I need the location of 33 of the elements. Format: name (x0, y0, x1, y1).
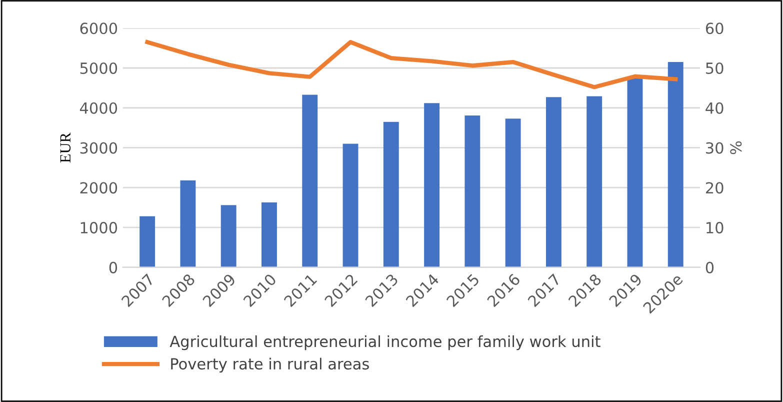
y-tick-label: 4000 (80, 102, 118, 114)
bar (383, 122, 399, 268)
y-tick-label: 5000 (80, 62, 118, 74)
y2-axis-title: % (730, 141, 742, 154)
bar (668, 62, 684, 268)
y-tick-label: 6000 (80, 22, 118, 34)
bar (586, 96, 602, 268)
y-tick-label: 3000 (80, 142, 118, 154)
y2-tick-label: 20 (706, 182, 724, 194)
bar (464, 115, 480, 268)
bar (262, 202, 277, 268)
bar (302, 94, 318, 268)
y2-tick-label: 50 (706, 62, 724, 74)
y-axis-title: EUR (60, 132, 71, 163)
bar (627, 76, 643, 268)
line-series (145, 40, 678, 90)
y-tick-label: 0 (109, 262, 118, 274)
y2-tick-label: 10 (706, 222, 724, 234)
bar (220, 205, 236, 268)
bar (546, 97, 562, 268)
bar (505, 118, 521, 268)
y2-tick-label: 0 (706, 262, 714, 274)
y2-tick-label: 30 (706, 142, 724, 154)
y-tick-label: 1000 (80, 222, 118, 234)
y2-tick-label: 60 (706, 22, 724, 34)
legend-label: Poverty rate in rural areas (171, 358, 369, 373)
y-tick-label: 2000 (80, 182, 118, 194)
bar (180, 180, 196, 268)
bar (342, 144, 358, 268)
bar (140, 216, 156, 268)
y2-tick-label: 40 (706, 102, 724, 114)
bar (424, 103, 440, 268)
legend-label: Agricultural entrepreneurial income per family work unit (170, 335, 600, 350)
